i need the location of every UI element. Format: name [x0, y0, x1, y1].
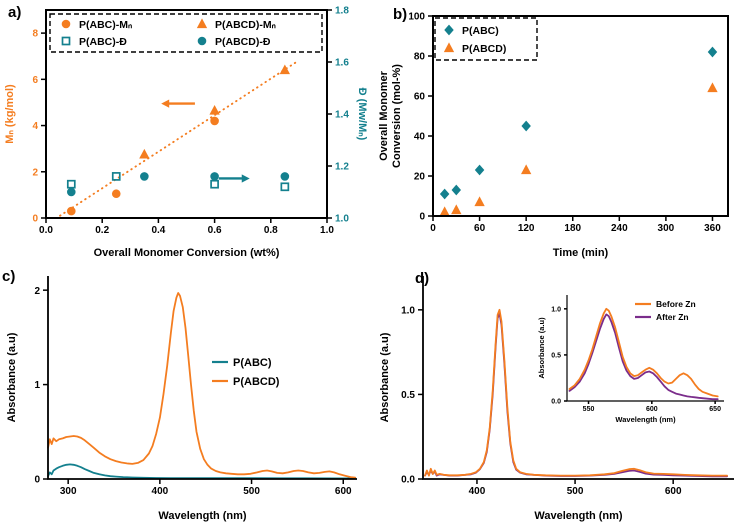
svg-text:80: 80 — [414, 52, 426, 63]
svg-text:4: 4 — [32, 121, 38, 132]
svg-text:60: 60 — [414, 92, 426, 103]
chart-d-inset-zoom-plot: 550 600 650 Wavelength (nm) 0.0 0.5 1.0 Absorba… — [537, 295, 724, 424]
svg-text:P(ABCD)-Mₙ: P(ABCD)-Mₙ — [215, 19, 277, 31]
svg-text:8: 8 — [32, 29, 38, 40]
panel-a: a) 0.0 0.2 0.4 0.6 0.8 1.0 Overall Monomer Con… — [0, 0, 371, 262]
svg-text:650: 650 — [709, 406, 721, 413]
svg-text:300: 300 — [658, 223, 675, 234]
svg-text:Overall Monomer: Overall Monomer — [378, 70, 390, 161]
svg-text:600: 600 — [646, 406, 658, 413]
svg-text:Conversion (mol-%): Conversion (mol-%) — [391, 64, 403, 168]
svg-text:0: 0 — [419, 212, 425, 223]
svg-text:Absorbance (a.u): Absorbance (a.u) — [6, 332, 18, 422]
svg-text:1.6: 1.6 — [335, 58, 349, 69]
svg-text:1.0: 1.0 — [551, 306, 561, 313]
svg-text:P(ABC): P(ABC) — [233, 357, 272, 369]
svg-text:0.0: 0.0 — [39, 225, 53, 236]
chart-d-absorbance-spectra-plot: 400 500 600 Wavelength (nm) 0.0 0.5 1.0 Absorba… — [379, 276, 734, 522]
panel-d: d) 400 500 600 Wavelength (nm) 0.0 0.5 1.0 Abso… — [371, 262, 742, 525]
svg-text:Absorbance (a.u): Absorbance (a.u) — [379, 332, 391, 422]
svg-text:0.5: 0.5 — [401, 390, 415, 401]
svg-text:1.0: 1.0 — [335, 214, 349, 225]
svg-text:Mₙ (kg/mol): Mₙ (kg/mol) — [4, 84, 16, 144]
svg-text:0: 0 — [34, 475, 40, 486]
svg-text:60: 60 — [474, 223, 486, 234]
svg-text:Time (min): Time (min) — [553, 247, 609, 259]
panel-c: c) 300 400 500 600 Wavelength (nm) 0 1 2 Absorba… — [0, 262, 371, 525]
svg-text:300: 300 — [60, 486, 77, 497]
panel-b-label: b) — [393, 6, 408, 23]
svg-text:P(ABCD): P(ABCD) — [233, 376, 280, 388]
svg-text:Before Zn: Before Zn — [656, 299, 696, 309]
svg-text:0.2: 0.2 — [95, 225, 109, 236]
svg-text:0.0: 0.0 — [401, 475, 415, 486]
svg-text:0: 0 — [430, 223, 436, 234]
svg-text:500: 500 — [567, 486, 584, 497]
svg-text:1.2: 1.2 — [335, 162, 349, 173]
chart-c-absorbance-spectra-plot: 300 400 500 600 Wavelength (nm) 0 1 2 Absorbance… — [6, 276, 357, 522]
panel-c-label: c) — [2, 268, 16, 285]
svg-text:Overall Monomer Conversion (wt: Overall Monomer Conversion (wt%) — [94, 247, 280, 259]
svg-text:2: 2 — [34, 286, 40, 297]
svg-text:0.6: 0.6 — [208, 225, 222, 236]
svg-text:40: 40 — [414, 132, 426, 143]
svg-text:2: 2 — [32, 167, 38, 178]
svg-text:360: 360 — [704, 223, 721, 234]
svg-text:550: 550 — [583, 406, 595, 413]
svg-text:Absorbance (a.u): Absorbance (a.u) — [537, 317, 546, 379]
svg-text:After Zn: After Zn — [656, 312, 689, 322]
svg-text:0.4: 0.4 — [151, 225, 165, 236]
svg-text:120: 120 — [518, 223, 535, 234]
svg-text:1: 1 — [34, 380, 40, 391]
svg-text:0.5: 0.5 — [551, 352, 561, 359]
svg-text:Wavelength (nm): Wavelength (nm) — [534, 510, 623, 522]
panel-a-label: a) — [8, 4, 22, 21]
chart-b-conversion-vs-time-plot: 0 60 120 180 240 300 360 Time (min) 0 20 40 60 80 100… — [378, 12, 729, 259]
svg-text:P(ABCD)-Đ: P(ABCD)-Đ — [215, 36, 271, 48]
svg-text:0.8: 0.8 — [264, 225, 278, 236]
svg-text:P(ABC): P(ABC) — [462, 25, 499, 37]
panel-d-label: d) — [415, 270, 430, 287]
svg-text:Đ (Mw/Mₙ): Đ (Mw/Mₙ) — [356, 88, 368, 141]
svg-text:0.0: 0.0 — [551, 399, 561, 406]
svg-text:1.0: 1.0 — [401, 305, 415, 316]
svg-text:1.8: 1.8 — [335, 6, 349, 17]
svg-text:1.0: 1.0 — [320, 225, 334, 236]
svg-text:Wavelength (nm): Wavelength (nm) — [615, 415, 676, 424]
svg-text:400: 400 — [469, 486, 486, 497]
svg-text:6: 6 — [32, 75, 38, 86]
svg-text:P(ABCD): P(ABCD) — [462, 43, 506, 55]
svg-text:500: 500 — [243, 486, 260, 497]
panel-b: b) 0 60 120 180 240 300 360 Time (min) 0 20 40 60 80… — [371, 0, 742, 262]
svg-text:1.4: 1.4 — [335, 110, 349, 121]
svg-text:Wavelength (nm): Wavelength (nm) — [158, 510, 247, 522]
svg-text:180: 180 — [564, 223, 581, 234]
svg-text:0: 0 — [32, 214, 38, 225]
svg-text:600: 600 — [665, 486, 682, 497]
svg-text:100: 100 — [408, 12, 425, 23]
chart-a-molecular-weight-dispersity-plot: 0.0 0.2 0.4 0.6 0.8 1.0 Overall Monomer Conver… — [4, 6, 368, 259]
svg-text:P(ABC)-Đ: P(ABC)-Đ — [79, 36, 127, 48]
svg-text:600: 600 — [335, 486, 352, 497]
svg-text:20: 20 — [414, 172, 426, 183]
svg-text:P(ABC)-Mₙ: P(ABC)-Mₙ — [79, 19, 133, 31]
svg-text:400: 400 — [152, 486, 169, 497]
svg-text:240: 240 — [611, 223, 628, 234]
